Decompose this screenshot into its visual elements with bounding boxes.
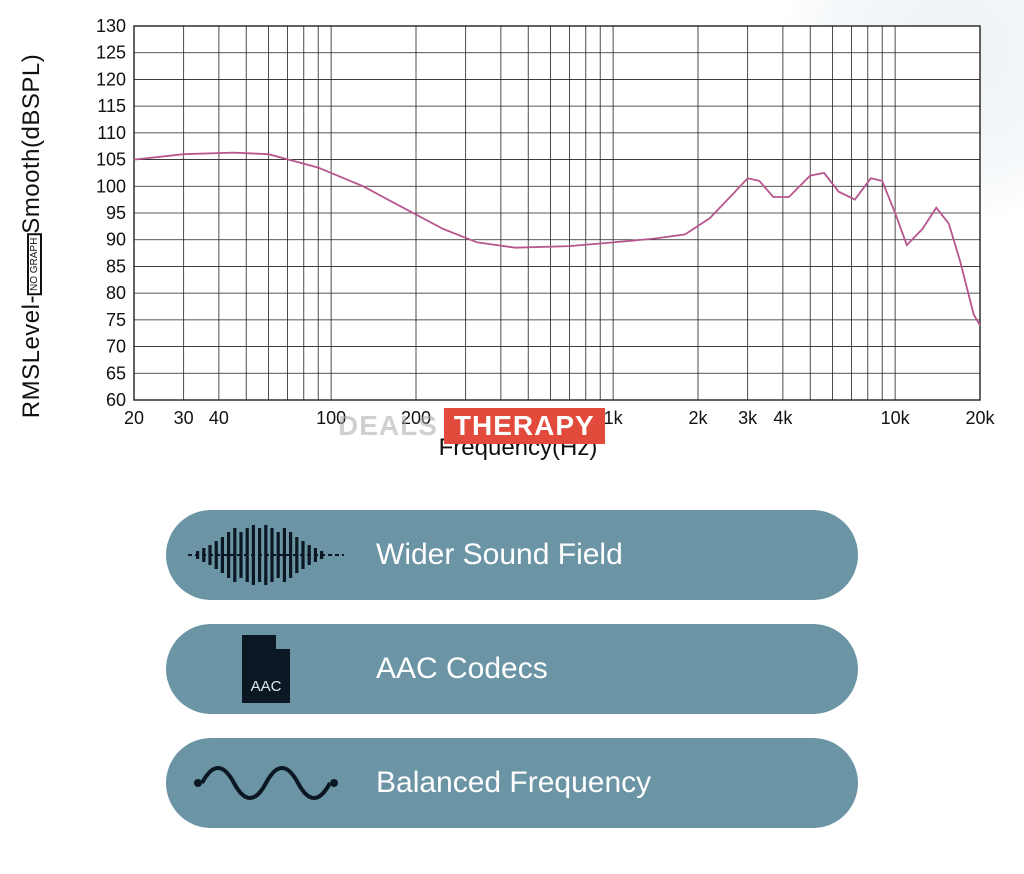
svg-text:1k: 1k: [604, 408, 624, 428]
svg-text:40: 40: [209, 408, 229, 428]
aac-file-icon: AAC: [166, 624, 366, 714]
svg-text:2k: 2k: [688, 408, 708, 428]
svg-text:110: 110: [97, 123, 126, 143]
frequency-response-chart: RMSLevel-NO GRAPHSmooth(dBSPL) 606570758…: [38, 16, 998, 456]
svg-text:20k: 20k: [965, 408, 995, 428]
feature-pill-list: Wider Sound Field AAC AAC Codecs Balanced …: [0, 510, 1024, 828]
feature-pill-balanced-frequency: Balanced Frequency: [166, 738, 858, 828]
svg-text:100: 100: [96, 176, 126, 196]
svg-text:10k: 10k: [881, 408, 911, 428]
feature-pill-label: AAC Codecs: [366, 652, 858, 686]
svg-text:95: 95: [106, 203, 126, 223]
svg-text:20: 20: [124, 408, 144, 428]
svg-text:4k: 4k: [773, 408, 793, 428]
ylabel-post: Smooth(dBSPL): [18, 54, 45, 234]
watermark-gray: DEALS: [338, 410, 444, 442]
svg-text:65: 65: [106, 363, 126, 383]
svg-text:130: 130: [96, 16, 126, 36]
svg-text:120: 120: [96, 69, 126, 89]
ylabel-pre: RMSLevel-: [18, 295, 45, 418]
watermark-red: THERAPY: [444, 408, 605, 444]
sine-wave-icon: [166, 738, 366, 828]
svg-text:70: 70: [106, 337, 126, 357]
watermark: DEALS THERAPY: [338, 408, 605, 444]
waveform-icon: [166, 510, 366, 600]
y-axis-label: RMSLevel-NO GRAPHSmooth(dBSPL): [18, 54, 46, 418]
svg-text:85: 85: [106, 256, 126, 276]
ylabel-box: NO GRAPH: [27, 234, 42, 295]
feature-pill-label: Wider Sound Field: [366, 538, 858, 572]
svg-text:60: 60: [106, 390, 126, 410]
feature-pill-aac-codecs: AAC AAC Codecs: [166, 624, 858, 714]
feature-pill-wider-sound-field: Wider Sound Field: [166, 510, 858, 600]
svg-text:105: 105: [96, 150, 126, 170]
aac-file-icon: AAC: [242, 635, 290, 703]
svg-text:75: 75: [106, 310, 126, 330]
svg-text:125: 125: [96, 43, 126, 63]
svg-text:90: 90: [106, 230, 126, 250]
svg-text:80: 80: [106, 283, 126, 303]
feature-pill-label: Balanced Frequency: [366, 766, 858, 800]
svg-text:115: 115: [97, 96, 126, 116]
chart-plot-area: 60 65 70 75 80 85 90 95 100 105 110 115 120 125 130 20 3…: [80, 16, 998, 456]
svg-text:3k: 3k: [738, 408, 758, 428]
svg-text:30: 30: [174, 408, 194, 428]
